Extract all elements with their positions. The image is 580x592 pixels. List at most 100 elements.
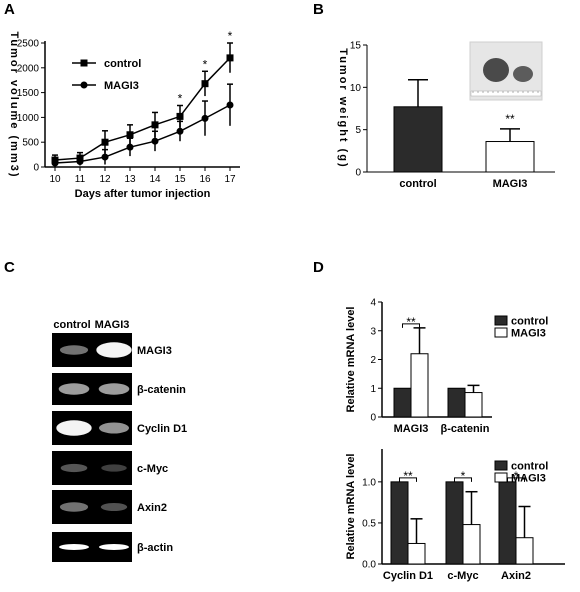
data-point-circle [201, 114, 209, 122]
gel-band [99, 544, 129, 550]
bar-control-MAGI3 [393, 387, 412, 418]
gel-band [59, 345, 89, 355]
panel-label-a: A [4, 1, 15, 18]
gel-band [59, 502, 89, 512]
y-tick-label: 1.0 [362, 477, 376, 488]
gel-band [59, 544, 89, 550]
gel-row-0: MAGI3 [52, 333, 172, 367]
x-tick-label: 11 [75, 174, 86, 185]
gel-strip [52, 451, 132, 485]
gel-row-5: β-actin [52, 532, 173, 562]
x-tick-label: 17 [224, 174, 236, 185]
y-tick-label: 3 [370, 326, 376, 337]
data-point-circle [51, 159, 59, 167]
bar-MAGI3-c-Myc [462, 524, 481, 565]
significance-star: * [228, 29, 233, 43]
gel-row-label: c-Myc [137, 463, 168, 475]
x-category-label: control [399, 178, 436, 190]
legend-label: control [511, 461, 548, 473]
data-point-circle [101, 153, 109, 161]
tumor-control [483, 58, 509, 82]
gel-row-label: β-actin [137, 542, 173, 554]
gel-row-2: Cyclin D1 [52, 411, 187, 445]
bar-MAGI3-MAGI3 [410, 353, 429, 418]
data-point-circle [126, 143, 134, 151]
x-category-label: β-catenin [441, 423, 490, 435]
significance-star: * [178, 91, 183, 105]
y-tick-label: 5 [355, 125, 361, 136]
x-category-label: Cyclin D1 [383, 570, 433, 582]
x-tick-label: 14 [149, 174, 161, 185]
significance-bracket [454, 477, 472, 482]
panel-c-gel: control MAGI3 MAGI3 β-catenin Cyclin D1 c-Myc… [52, 319, 187, 562]
x-tick-label: 12 [99, 174, 111, 185]
y-tick-label: 4 [370, 298, 376, 309]
y-axis-title: Tumor weight (g) [337, 48, 349, 168]
x-category-label: Axin2 [501, 570, 531, 582]
gel-band [100, 503, 128, 511]
legend-label: MAGI3 [511, 328, 546, 340]
gel-row-label: Axin2 [137, 502, 167, 514]
x-axis-title: Days after tumor injection [75, 188, 211, 200]
x-tick-label: 15 [174, 174, 186, 185]
data-point-circle [151, 137, 159, 145]
data-point-square [201, 80, 209, 88]
gel-strip [52, 490, 132, 524]
legend-swatch [494, 327, 508, 338]
legend-label: MAGI3 [511, 473, 546, 485]
y-tick-label: 2500 [17, 39, 40, 50]
gel-band [58, 383, 90, 395]
x-category-label: MAGI3 [394, 423, 429, 435]
significance-bracket [402, 323, 420, 328]
gel-row-label: Cyclin D1 [137, 423, 187, 435]
gel-column-label: control [53, 319, 90, 331]
y-tick-label: 0 [33, 163, 39, 174]
gel-band [60, 463, 88, 473]
legend-label: MAGI3 [104, 80, 139, 92]
legend-label: control [104, 58, 141, 70]
y-tick-label: 0.0 [362, 560, 376, 571]
bar-control-Axin2 [498, 481, 517, 565]
gel-column-label: MAGI3 [95, 319, 130, 331]
gel-row-label: MAGI3 [137, 345, 172, 357]
significance-star: * [203, 57, 208, 71]
y-tick-label: 2 [370, 355, 376, 366]
legend-marker-circle [80, 81, 88, 89]
gel-row-3: c-Myc [52, 451, 168, 485]
y-tick-label: 15 [350, 41, 362, 52]
legend-swatch [494, 315, 508, 326]
ruler [470, 90, 542, 97]
legend-marker-square [80, 59, 88, 67]
panel-label-c: C [4, 259, 15, 276]
data-point-square [151, 121, 159, 129]
panel-d-bottom-bar-chart: 0.0 0.5 1.0 Relative mRNA level Cyclin D1 c-M… [345, 449, 565, 582]
y-tick-label: 1 [370, 384, 376, 395]
data-point-square [226, 54, 234, 62]
gel-band [98, 383, 130, 395]
data-point-square [101, 138, 109, 146]
data-point-circle [226, 101, 234, 109]
y-tick-label: 2000 [17, 63, 40, 74]
gel-band [96, 342, 132, 358]
bar-control [393, 106, 443, 173]
y-axis-title: Tumor volume (mm3) [8, 31, 20, 178]
bar-control-Cyclin D1 [390, 481, 409, 565]
significance-bracket [399, 477, 417, 482]
bar-MAGI3-β-catenin [464, 392, 483, 418]
panel-a-line-chart: 0 500 1000 1500 2000 2500 10 11 12 13 14 15 16 17 Days… [8, 29, 240, 200]
y-tick-label: 500 [22, 138, 39, 149]
bar-MAGI3-Cyclin D1 [407, 542, 426, 565]
y-axis-title: Relative mRNA level [345, 307, 357, 413]
significance-star: ** [403, 469, 413, 483]
panel-label-d: D [313, 259, 324, 276]
y-tick-label: 0 [355, 168, 361, 179]
tumor-magi3 [513, 66, 533, 82]
x-tick-label: 10 [49, 174, 61, 185]
legend-swatch [494, 472, 508, 483]
y-tick-label: 0 [370, 413, 376, 424]
y-tick-label: 0.5 [362, 518, 376, 529]
x-tick-label: 16 [199, 174, 211, 185]
tumor-photo [469, 41, 543, 101]
